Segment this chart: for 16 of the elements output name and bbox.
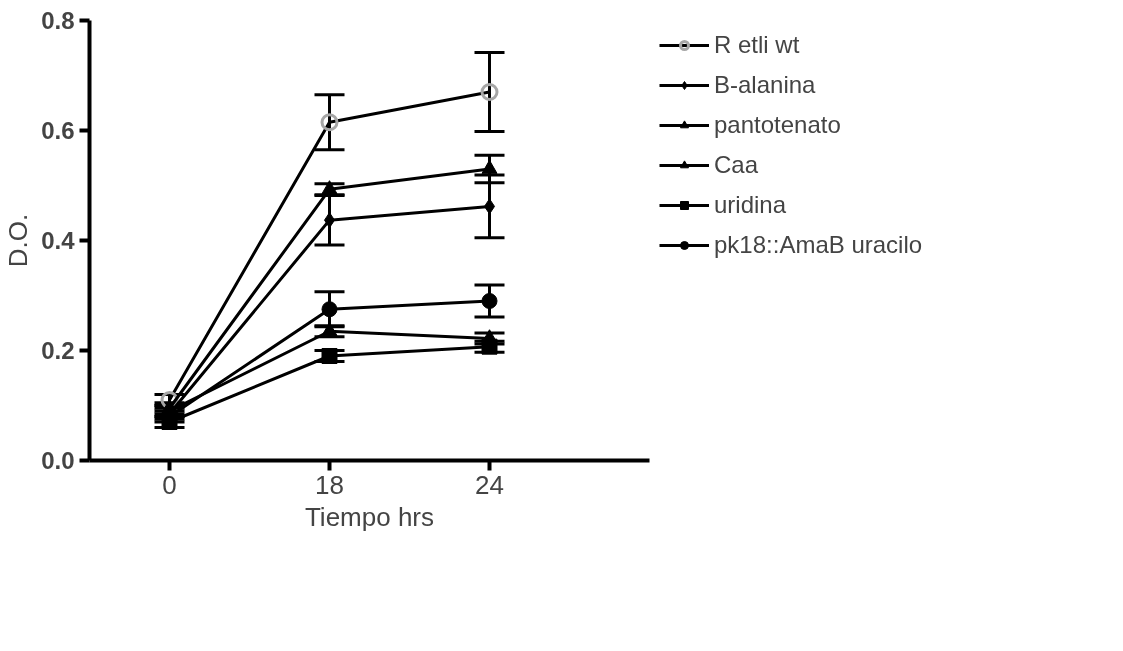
y-tick-label: 0.2: [41, 337, 75, 364]
legend-label: uridina: [714, 190, 787, 220]
y-tick-label: 0.0: [41, 447, 75, 474]
y-axis-title: D.O.: [3, 213, 34, 268]
y-tick-label: 0.8: [41, 7, 75, 34]
legend-label: B-alanina: [714, 70, 816, 100]
legend-label: R etli wt: [714, 30, 800, 60]
legend-label: pk18::AmaB uracilo: [714, 230, 923, 260]
y-tick-label: 0.6: [41, 117, 75, 144]
x-tick-label: 18: [315, 469, 344, 500]
x-tick-label: 24: [475, 469, 504, 500]
legend-label: Caa: [714, 150, 759, 180]
legend-label: pantotenato: [714, 110, 841, 140]
x-tick-label: 0: [162, 469, 177, 500]
x-axis-title: Tiempo hrs: [304, 501, 435, 532]
y-tick-label: 0.4: [41, 227, 76, 254]
